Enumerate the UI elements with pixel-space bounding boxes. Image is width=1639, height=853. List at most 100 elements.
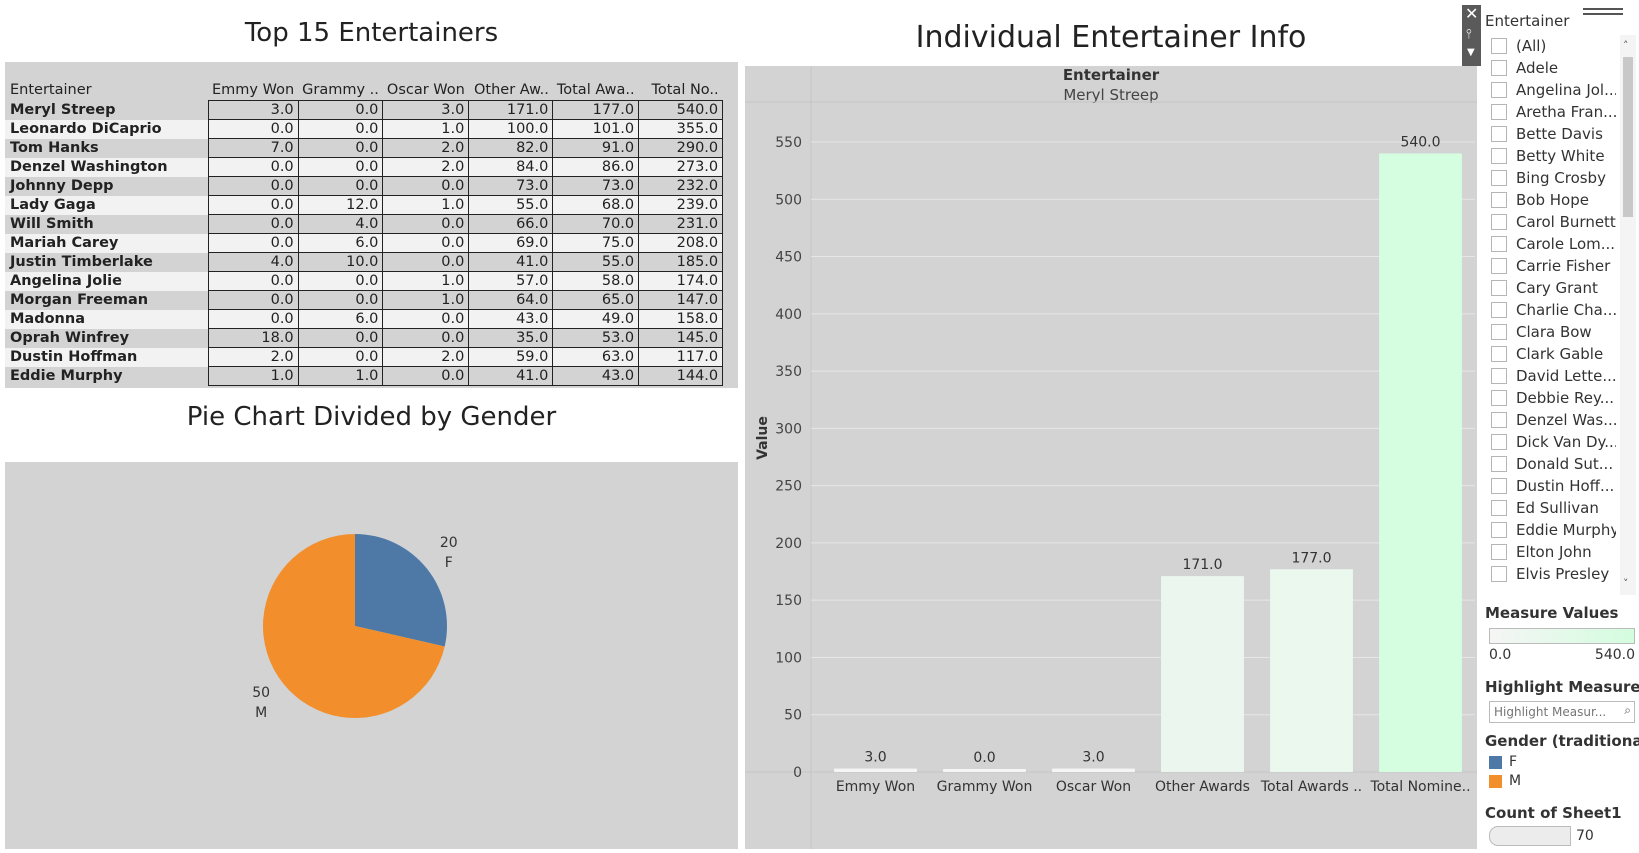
value-cell[interactable]: 0.0 [297, 100, 384, 120]
value-cell[interactable]: 49.0 [552, 309, 640, 329]
table-row[interactable]: Tom Hanks 7.0 0.0 2.0 82.0 91.0 290.0 [5, 138, 724, 158]
table-row[interactable]: Madonna 0.0 6.0 0.0 43.0 49.0 158.0 [5, 309, 724, 329]
filter-item[interactable]: Cary Grant [1491, 277, 1598, 299]
value-cell[interactable]: 1.0 [382, 195, 470, 215]
value-cell[interactable]: 63.0 [552, 347, 640, 367]
filter-checkbox[interactable] [1491, 38, 1507, 54]
bar[interactable] [1052, 768, 1135, 772]
value-cell[interactable]: 0.0 [382, 252, 470, 272]
filter-item[interactable]: Adele [1491, 57, 1558, 79]
value-cell[interactable]: 0.0 [207, 195, 299, 215]
entertainer-name-cell[interactable]: Angelina Jolie [5, 271, 208, 291]
value-cell[interactable]: 0.0 [382, 176, 470, 196]
value-cell[interactable]: 2.0 [382, 347, 470, 367]
value-cell[interactable]: 208.0 [638, 233, 724, 253]
value-cell[interactable]: 0.0 [207, 119, 299, 139]
filter-item[interactable]: Betty White [1491, 145, 1605, 167]
value-cell[interactable]: 55.0 [552, 252, 640, 272]
value-cell[interactable]: 6.0 [297, 309, 384, 329]
col-header-other[interactable]: Other Aw.. [474, 82, 549, 98]
filter-item[interactable]: Ed Sullivan [1491, 497, 1599, 519]
entertainer-name-cell[interactable]: Mariah Carey [5, 233, 208, 253]
entertainer-name-cell[interactable]: Johnny Depp [5, 176, 208, 196]
value-cell[interactable]: 69.0 [468, 233, 554, 253]
value-cell[interactable]: 101.0 [552, 119, 640, 139]
value-cell[interactable]: 0.0 [382, 309, 470, 329]
table-row[interactable]: Denzel Washington 0.0 0.0 2.0 84.0 86.0 273.0 [5, 157, 724, 177]
value-cell[interactable]: 73.0 [552, 176, 640, 196]
filter-item[interactable]: Donald Sut... [1491, 453, 1613, 475]
filter-checkbox[interactable] [1491, 170, 1507, 186]
value-cell[interactable]: 35.0 [468, 328, 554, 348]
entertainer-name-cell[interactable]: Leonardo DiCaprio [5, 119, 208, 139]
filter-checkbox[interactable] [1491, 236, 1507, 252]
value-cell[interactable]: 59.0 [468, 347, 554, 367]
filter-item[interactable]: Carrie Fisher [1491, 255, 1610, 277]
value-cell[interactable]: 185.0 [638, 252, 724, 272]
table-row[interactable]: Leonardo DiCaprio 0.0 0.0 1.0 100.0 101.0 355.… [5, 119, 724, 139]
entertainer-name-cell[interactable]: Meryl Streep [5, 100, 208, 120]
table-row[interactable]: Eddie Murphy 1.0 1.0 0.0 41.0 43.0 144.0 [5, 366, 724, 386]
filter-item[interactable]: Aretha Fran... [1491, 101, 1616, 123]
scroll-thumb[interactable] [1623, 57, 1633, 217]
filter-checkbox[interactable] [1491, 302, 1507, 318]
value-cell[interactable]: 2.0 [382, 138, 470, 158]
value-cell[interactable]: 84.0 [468, 157, 554, 177]
filter-checkbox[interactable] [1491, 412, 1507, 428]
filter-checkbox[interactable] [1491, 456, 1507, 472]
value-cell[interactable]: 0.0 [382, 366, 470, 386]
bar[interactable] [943, 769, 1026, 772]
value-cell[interactable]: 290.0 [638, 138, 724, 158]
bar[interactable] [1379, 153, 1462, 773]
filter-item[interactable]: (All) [1491, 35, 1546, 57]
value-cell[interactable]: 4.0 [207, 252, 299, 272]
filter-checkbox[interactable] [1491, 434, 1507, 450]
filter-checkbox[interactable] [1491, 60, 1507, 76]
value-cell[interactable]: 0.0 [207, 233, 299, 253]
value-cell[interactable]: 43.0 [552, 366, 640, 386]
filter-checkbox[interactable] [1491, 192, 1507, 208]
value-cell[interactable]: 41.0 [468, 252, 554, 272]
value-cell[interactable]: 0.0 [382, 214, 470, 234]
filter-checkbox[interactable] [1491, 258, 1507, 274]
value-cell[interactable]: 57.0 [468, 271, 554, 291]
filter-item[interactable]: Debbie Rey... [1491, 387, 1614, 409]
filter-checkbox[interactable] [1491, 522, 1507, 538]
entertainer-name-cell[interactable]: Eddie Murphy [5, 366, 208, 386]
table-row[interactable]: Mariah Carey 0.0 6.0 0.0 69.0 75.0 208.0 [5, 233, 724, 253]
entertainer-name-cell[interactable]: Lady Gaga [5, 195, 208, 215]
bar[interactable] [1270, 569, 1353, 772]
filter-item[interactable]: David Lette... [1491, 365, 1616, 387]
table-row[interactable]: Oprah Winfrey 18.0 0.0 0.0 35.0 53.0 145.0 [5, 328, 724, 348]
entertainer-name-cell[interactable]: Tom Hanks [5, 138, 208, 158]
value-cell[interactable]: 0.0 [297, 138, 384, 158]
table-row[interactable]: Angelina Jolie 0.0 0.0 1.0 57.0 58.0 174.0 [5, 271, 724, 291]
col-header-grammy[interactable]: Grammy .. [302, 82, 379, 98]
value-cell[interactable]: 158.0 [638, 309, 724, 329]
value-cell[interactable]: 145.0 [638, 328, 724, 348]
value-cell[interactable]: 75.0 [552, 233, 640, 253]
value-cell[interactable]: 0.0 [297, 328, 384, 348]
entertainer-name-cell[interactable]: Will Smith [5, 214, 208, 234]
filter-item[interactable]: Bette Davis [1491, 123, 1603, 145]
col-header-emmy[interactable]: Emmy Won [212, 82, 295, 98]
filter-checkbox[interactable] [1491, 478, 1507, 494]
filter-checkbox[interactable] [1491, 82, 1507, 98]
value-cell[interactable]: 0.0 [207, 290, 299, 310]
table-row[interactable]: Dustin Hoffman 2.0 0.0 2.0 59.0 63.0 117.0 [5, 347, 724, 367]
gender-legend-item-m[interactable]: M [1489, 773, 1639, 789]
value-cell[interactable]: 273.0 [638, 157, 724, 177]
value-cell[interactable]: 58.0 [552, 271, 640, 291]
value-cell[interactable]: 68.0 [552, 195, 640, 215]
value-cell[interactable]: 0.0 [297, 119, 384, 139]
filter-item[interactable]: Dick Van Dy... [1491, 431, 1616, 453]
value-cell[interactable]: 86.0 [552, 157, 640, 177]
table-row[interactable]: Lady Gaga 0.0 12.0 1.0 55.0 68.0 239.0 [5, 195, 724, 215]
value-cell[interactable]: 6.0 [297, 233, 384, 253]
filter-scrollbar[interactable]: ˄ ˅ [1620, 35, 1636, 595]
value-cell[interactable]: 3.0 [382, 100, 470, 120]
filter-checkbox[interactable] [1491, 104, 1507, 120]
value-cell[interactable]: 540.0 [638, 100, 724, 120]
value-cell[interactable]: 2.0 [382, 157, 470, 177]
filter-item[interactable]: Clark Gable [1491, 343, 1603, 365]
